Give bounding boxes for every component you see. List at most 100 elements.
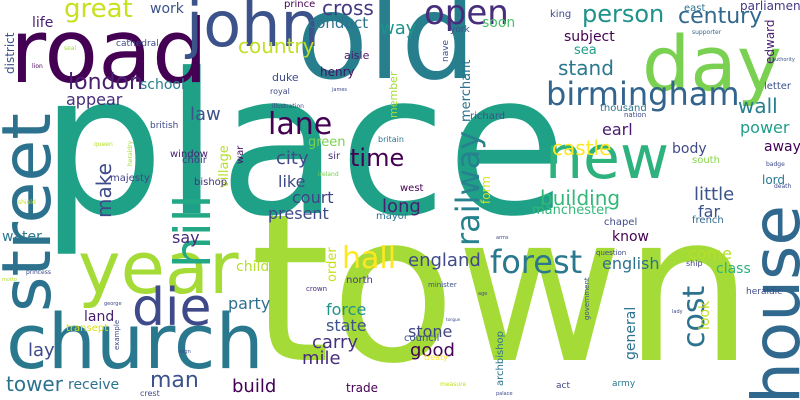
word-example: example	[113, 319, 121, 350]
word-tongue: tongue	[446, 317, 461, 322]
word-letter: letter	[764, 81, 792, 92]
word-receive: receive	[68, 377, 120, 393]
word-authority: authority	[772, 57, 795, 63]
word-green: green	[308, 135, 346, 150]
word-power: power	[740, 118, 790, 137]
word-form: form	[479, 176, 493, 204]
word-manchester: manchester	[532, 203, 610, 218]
word-child: child	[236, 259, 270, 275]
word-town: town	[250, 171, 754, 400]
word-west: west	[400, 183, 424, 194]
word-far: far	[698, 202, 721, 221]
word-new: new	[545, 123, 670, 193]
word-castle: castle	[552, 136, 612, 160]
word-sir: sir	[328, 151, 341, 162]
word-duke: duke	[272, 71, 299, 84]
word-district: district	[3, 32, 17, 74]
word-archbishop: archbishop	[495, 331, 506, 386]
word-war: war	[235, 145, 246, 164]
word-illustration: illustration	[272, 103, 304, 110]
word-nave: nave	[441, 39, 451, 62]
word-window: window	[170, 149, 208, 160]
word-subject: subject	[564, 29, 615, 45]
word-long: long	[382, 196, 421, 217]
word-government: government	[583, 277, 591, 320]
word-motto: motto	[2, 277, 17, 283]
word-death: death	[774, 183, 792, 190]
word-age: age	[478, 291, 488, 297]
word-build: build	[232, 376, 277, 397]
word-building: building	[540, 186, 621, 210]
word-act: act	[556, 381, 570, 391]
word-seal: seal	[64, 45, 77, 52]
word-princess: princess	[26, 269, 51, 276]
word-law: law	[190, 104, 221, 125]
word-mile: mile	[302, 348, 341, 369]
word-stone: stone	[408, 322, 453, 341]
word-british: british	[150, 121, 179, 131]
word-minister: minister	[428, 281, 457, 289]
word-hall: hall	[342, 241, 397, 276]
word-question: question	[596, 249, 627, 257]
word-class: class	[716, 261, 751, 277]
word-house: house	[738, 204, 800, 400]
word-century: century	[678, 4, 763, 29]
word-know: know	[612, 229, 649, 245]
word-royal: royal	[270, 87, 290, 96]
word-party: party	[228, 294, 271, 313]
word-palace: palace	[496, 391, 513, 397]
word-nation: nation	[624, 111, 647, 119]
word-member: member	[387, 71, 400, 118]
word-like: like	[278, 172, 306, 191]
word-shield: shield	[18, 199, 36, 206]
word-make: make	[92, 163, 116, 218]
word-reign: reign	[178, 349, 191, 355]
word-good: good	[410, 340, 455, 361]
word-south: south	[692, 155, 720, 166]
word-land: land	[84, 309, 115, 325]
word-present: present	[268, 204, 329, 223]
word-church: church	[6, 297, 264, 386]
word-country: country	[238, 34, 315, 58]
word-north: north	[346, 275, 373, 286]
word-lane: lane	[268, 107, 333, 142]
word-look: look	[697, 300, 713, 330]
word-carry: carry	[312, 332, 359, 353]
word-arms: arms	[496, 235, 509, 241]
word-prince: prince	[284, 0, 316, 10]
word-chapel: chapel	[604, 217, 638, 228]
word-say: say	[172, 228, 200, 247]
word-great: great	[64, 0, 133, 24]
word-heraldic: heraldic	[746, 287, 783, 297]
word-treaty: treaty	[424, 353, 448, 362]
word-old: old	[296, 0, 476, 106]
word-george: george	[104, 301, 122, 307]
word-thousand: thousand	[600, 103, 647, 114]
word-school: school	[140, 77, 185, 93]
word-tower: tower	[6, 372, 63, 396]
word-east: east	[684, 3, 706, 14]
word-conduct: conduct	[308, 14, 369, 32]
word-appear: appear	[66, 90, 123, 109]
word-water: water	[2, 229, 42, 245]
word-york: york	[450, 25, 470, 35]
word-time: time	[350, 144, 405, 172]
word-lion: lion	[32, 63, 43, 70]
word-general: general	[623, 306, 639, 360]
word-london: london	[68, 70, 143, 95]
word-crown: crown	[306, 285, 328, 293]
word-lord: lord	[762, 173, 786, 187]
word-work: work	[150, 1, 184, 17]
word-day: day	[642, 19, 782, 108]
word-city: city	[276, 148, 309, 169]
word-year: year	[78, 226, 239, 310]
word-john: john	[186, 0, 320, 61]
word-supporter: supporter	[692, 29, 722, 36]
word-king: king	[550, 9, 572, 20]
word-choir: choir	[182, 155, 207, 166]
word-english: english	[602, 254, 660, 273]
word-force: force	[326, 300, 367, 319]
word-die: die	[132, 278, 212, 338]
word-away: away	[764, 139, 800, 155]
